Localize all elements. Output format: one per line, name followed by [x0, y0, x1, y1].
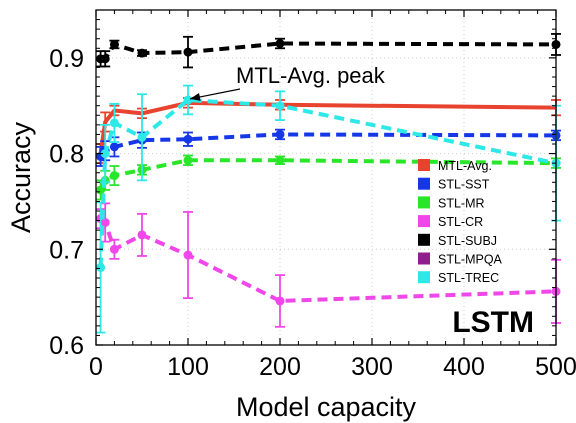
y-tick-label: 0.9 — [49, 45, 84, 73]
x-tick-label: 400 — [443, 353, 485, 381]
plot-frame — [95, 9, 557, 346]
data-point — [275, 155, 285, 165]
legend: MTL-Avg. STL-SST STL-MR STL-CR STL-SUBJ STL-M… — [418, 159, 503, 285]
data-point — [275, 39, 285, 48]
y-tick-labels: 0.6 0.7 0.8 0.9 — [49, 45, 84, 360]
x-tick-label: 500 — [535, 353, 576, 381]
data-point — [137, 230, 147, 240]
legend-label: STL-CR — [438, 215, 483, 229]
data-point — [183, 250, 193, 260]
data-point — [109, 244, 119, 254]
data-point — [137, 48, 147, 58]
legend-label: MTL-Avg. — [438, 159, 492, 173]
data-point — [100, 54, 110, 64]
data-point — [100, 217, 110, 227]
data-point — [183, 134, 193, 144]
x-tick-label: 0 — [89, 353, 103, 381]
x-tick-label: 300 — [351, 353, 393, 381]
legend-swatch — [418, 233, 430, 246]
data-point — [109, 171, 119, 181]
data-point — [183, 155, 193, 165]
data-point — [183, 47, 193, 57]
series-stl-subj — [95, 33, 561, 69]
ticks — [95, 10, 557, 346]
y-tick-label: 0.7 — [49, 236, 84, 264]
legend-label: STL-SST — [438, 178, 490, 192]
legend-swatch — [418, 252, 430, 265]
legend-swatch — [418, 196, 430, 209]
annotation: MTL-Avg. peak — [189, 63, 386, 101]
x-tick-label: 100 — [167, 353, 209, 381]
data-point — [137, 132, 147, 142]
y-tick-label: 0.6 — [49, 332, 84, 360]
legend-swatch — [418, 271, 430, 284]
annotation-arrowhead — [190, 93, 201, 101]
y-axis-label: Accuracy — [6, 121, 36, 233]
data-point — [109, 142, 119, 152]
legend-label: STL-SUBJ — [438, 234, 497, 248]
legend-swatch — [418, 215, 430, 228]
data-point — [109, 39, 119, 49]
panel-label: LSTM — [452, 306, 534, 339]
data-point — [109, 118, 119, 128]
legend-label: STL-MPQA — [438, 253, 503, 267]
y-tick-label: 0.8 — [49, 141, 84, 169]
data-point — [96, 262, 106, 272]
x-tick-label: 200 — [259, 353, 301, 381]
x-axis-label: Model capacity — [236, 392, 417, 422]
legend-label: STL-MR — [438, 196, 485, 210]
data-point — [275, 296, 285, 306]
legend-label: STL-TREC — [438, 271, 499, 285]
data-point — [100, 149, 110, 159]
legend-swatch — [418, 159, 430, 171]
data-point — [275, 129, 285, 139]
data-point — [275, 101, 285, 111]
data-point — [183, 95, 193, 105]
annotation-label: MTL-Avg. peak — [236, 63, 386, 88]
x-tick-labels: 0 100 200 300 400 500 — [89, 353, 576, 381]
legend-swatch — [418, 177, 430, 190]
